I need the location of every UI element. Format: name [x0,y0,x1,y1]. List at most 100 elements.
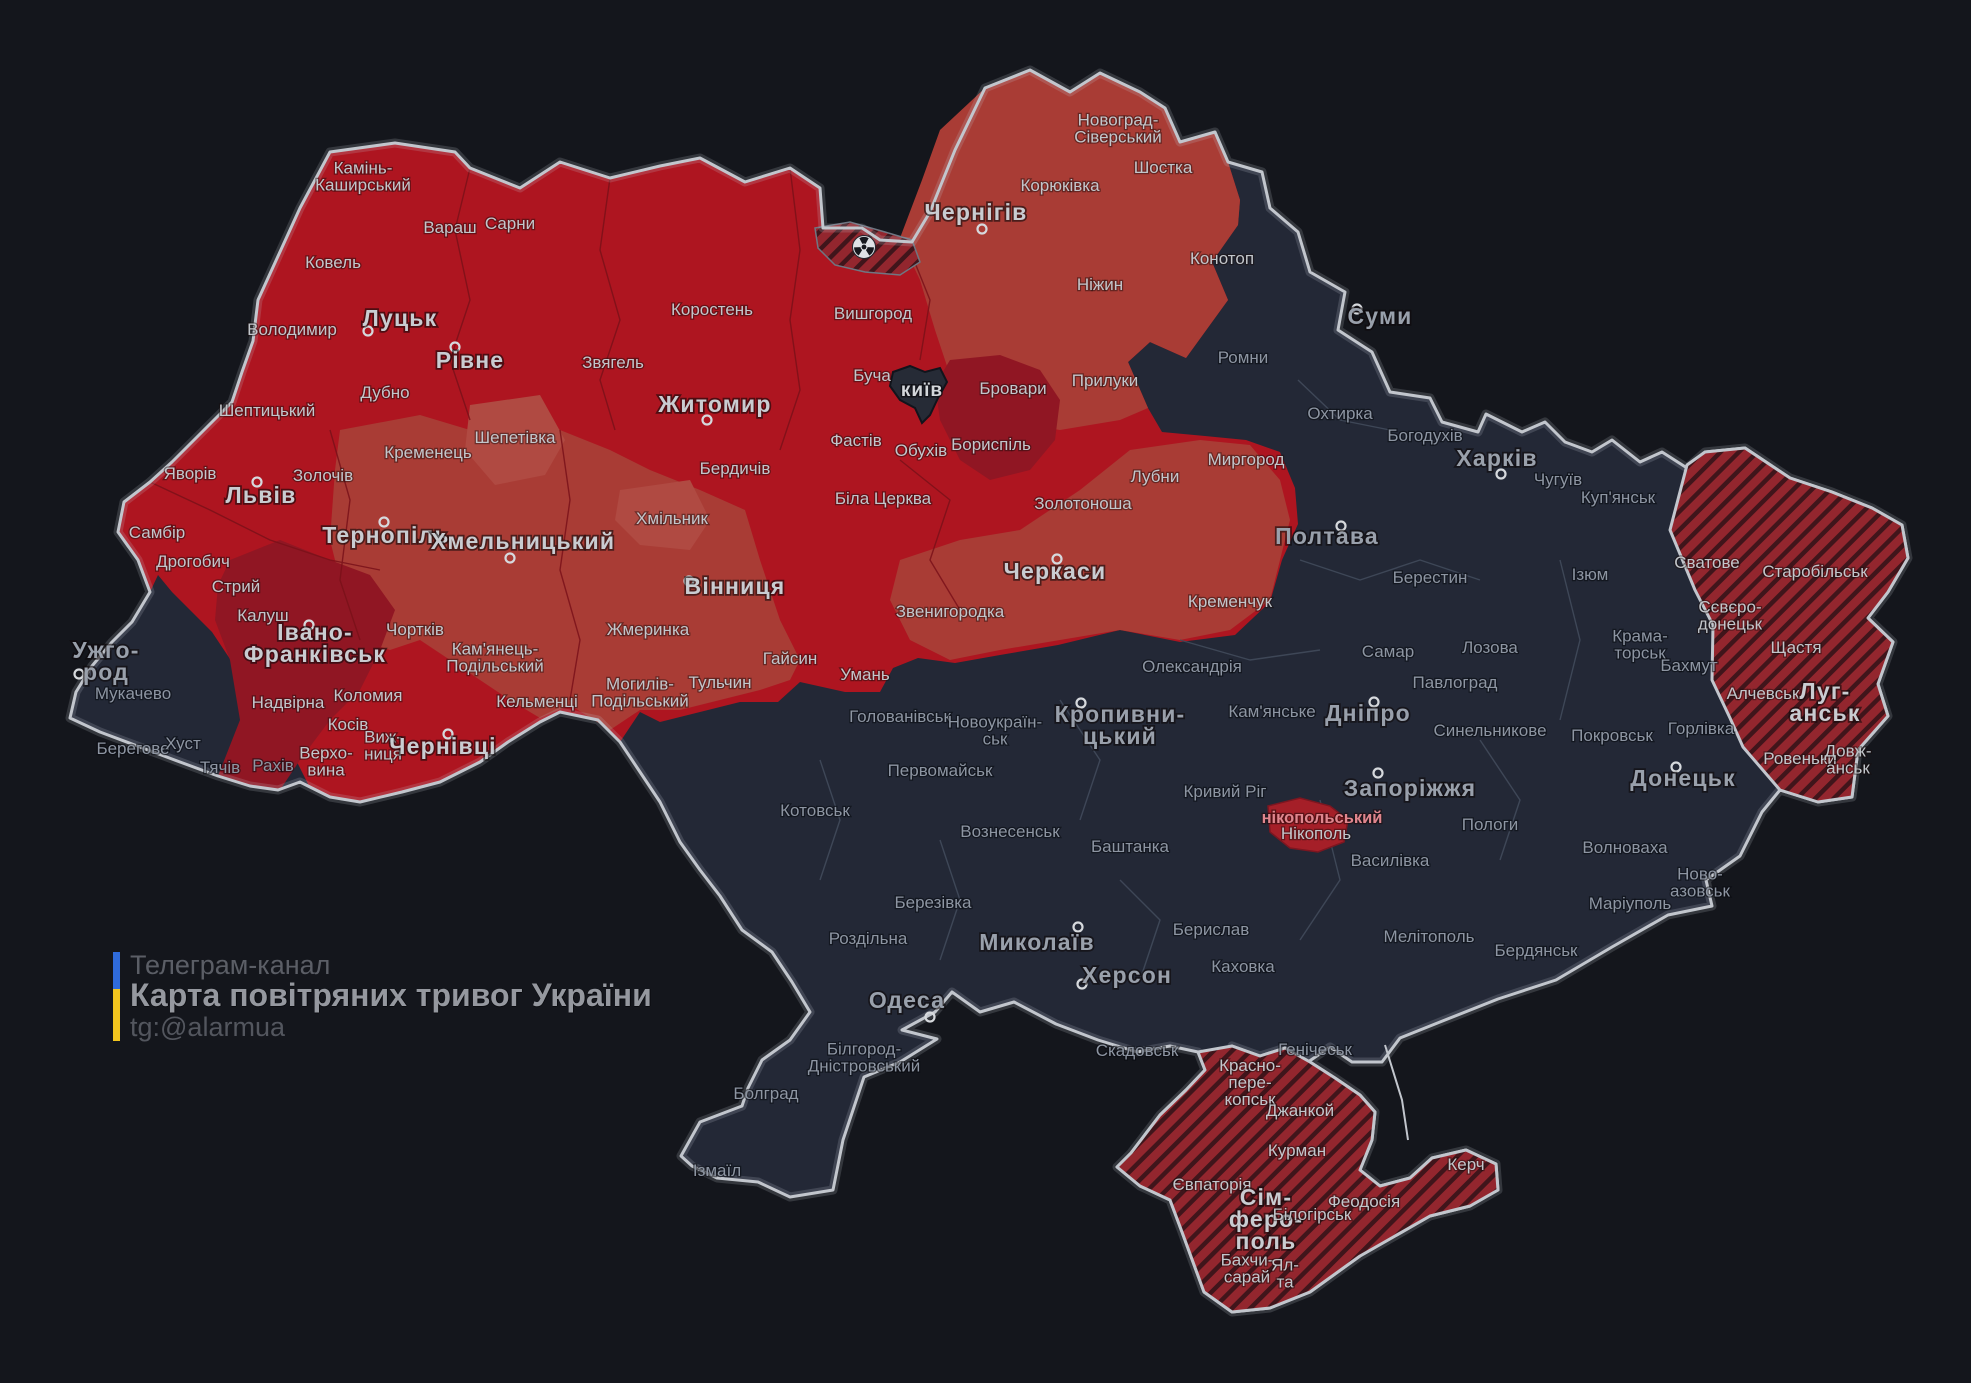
map-label: Лозова [1462,638,1518,657]
map-label: Бориспіль [951,435,1031,454]
map-label: Хмельницький [431,528,615,554]
oblast-borders [149,167,1581,981]
map-label: Берестин [1393,568,1468,587]
map-label: Буча [853,366,891,385]
map-label: Обухів [895,441,947,460]
map-label: Білогірськ [1273,1205,1352,1224]
legend-channel-label: Телеграм-канал [130,950,331,980]
map-label: Лубни [1131,467,1180,486]
map-label: Виж-ниця [364,728,402,764]
map-label: Дніпро [1325,700,1411,726]
map-label: Тячів [200,758,240,777]
map-labels: Камінь-Каширський Ковель Вараш Сарни Володим… [71,109,1873,1293]
map-label: Чернігів [925,199,1028,225]
map-label: Херсон [1082,962,1172,988]
map-label: Ужго-род [72,637,139,685]
oblast-center-dot [1495,468,1507,480]
map-label: Володимир [247,320,337,339]
map-label: Кременчук [1188,592,1273,611]
map-label: Вінниця [685,573,786,599]
map-label: Жмеринка [607,620,690,639]
oblast-center-dot [1072,921,1084,933]
map-label: Сєвєро-донецьк [1698,598,1763,634]
map-label: Корюківка [1020,176,1100,195]
map-label: Хмільник [636,509,708,528]
map-label: Кельменці [496,692,578,711]
map-label: Богодухів [1387,426,1462,445]
map-label: Мукачево [95,684,171,703]
oblast-center-dot [362,325,374,337]
map-label: Тульчин [689,673,752,692]
kyiv-city-shape [888,364,949,425]
map-label: Житомир [657,391,771,417]
map-label: Золотоноша [1034,494,1132,513]
map-label: Хуст [165,734,201,753]
map-label: Кам'янець-Подільський [446,640,544,676]
oblast-center-dot [73,668,85,680]
map-label: Яворів [164,464,217,483]
map-label: Ромни [1218,348,1269,367]
map-label: Березівка [894,893,972,912]
map-label: Дубно [360,383,409,402]
map-label: Тернопіль [322,522,450,548]
map-label: Каховка [1211,957,1275,976]
map-label: Луг-анськ [1789,678,1860,726]
map-label: Бахчи-сарай [1221,1251,1274,1287]
map-label: Черкаси [1004,558,1107,584]
map-label: Луцьк [363,305,438,331]
map-label: Первомайськ [888,761,993,780]
map-label: Курман [1268,1141,1326,1160]
map-label: Верхо-вина [299,744,352,780]
alert-shade-patches [215,70,1290,790]
map-label: Генічеськ [1278,1040,1352,1059]
map-label: Дрогобич [156,552,230,571]
map-label: Калуш [237,606,288,625]
map-label: Донецьк [1630,765,1736,791]
legend-title: Карта повітряних тривог України [130,977,652,1013]
map-label: Одеса [869,987,945,1013]
map-label: Кременець [384,443,472,462]
map-label: Рівне [436,347,505,373]
map-label: Новоград-Сіверський [1074,111,1162,147]
oblast-center-dot [1670,761,1682,773]
map-label: Олександрія [1142,657,1242,676]
map-label: Горлівка [1668,719,1735,738]
map-label: Котовськ [780,801,850,820]
map-label: Куп'янськ [1581,488,1656,507]
map-label: Львів [226,482,297,508]
map-label: Ніжин [1077,275,1123,294]
map-label: Красно-пере-копськ [1219,1056,1281,1109]
map-label: Крама-торськ [1612,627,1668,663]
map-label: Стрий [212,577,261,596]
map-label: Самар [1362,642,1415,661]
map-label: Білгород-Дністровський [808,1040,921,1076]
map-label: Синельникове [1433,721,1546,740]
map-label: Ізмаїл [693,1161,741,1180]
map-label: Чернівці [389,733,497,759]
nikopol-alert-area [1267,797,1349,853]
oblast-center-dot [504,552,516,564]
map-label: київ [901,380,943,401]
map-label: Гайсин [763,649,818,668]
oblast-center-dot [1051,553,1063,565]
crimea-hatched-area [1115,1044,1500,1314]
map-label: Шептицький [219,401,316,420]
oblast-center-dot [683,575,695,587]
map-label: Бахмут [1660,656,1717,675]
map-label: Звягель [582,353,644,372]
map-label: Звенигородка [896,602,1005,621]
map-label: Надвірна [252,693,325,712]
map-label: Чортків [386,620,444,639]
map-label: Алчевськ [1727,684,1800,703]
map-label: Кам'янське [1228,702,1315,721]
map-label: Бровари [979,379,1046,398]
map-label: Сім-феро-поль [1229,1184,1303,1254]
map-label: Вознесенськ [960,822,1060,841]
map-label: Бердянськ [1495,941,1579,960]
map-label: Умань [840,665,890,684]
oblast-center-dot [1368,696,1380,708]
map-label: Кривий Ріг [1184,782,1267,801]
map-label: Самбір [129,523,185,542]
map-label: Миколаїв [979,929,1095,955]
map-label: Золочів [293,466,353,485]
